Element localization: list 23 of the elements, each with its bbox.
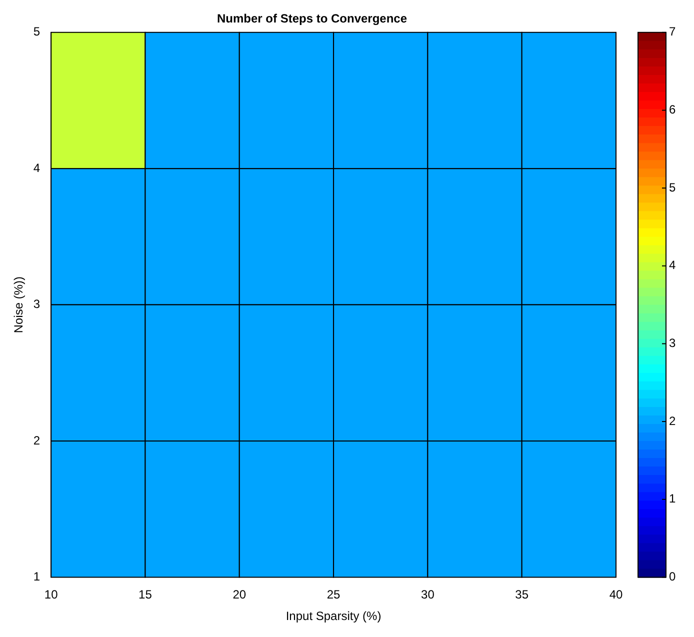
x-axis-title: Input Sparsity (%) <box>286 609 382 624</box>
y-tick-label: 3 <box>33 297 40 312</box>
x-tick-label: 35 <box>515 588 529 602</box>
y-tick-label: 4 <box>33 160 40 175</box>
color-bar-label: 1 <box>669 492 676 506</box>
y-tick-label: 2 <box>33 433 40 448</box>
x-tick-label: 15 <box>138 588 152 602</box>
x-tick-label: 40 <box>609 588 623 602</box>
color-bar-label: 5 <box>669 180 676 194</box>
y-tick-label: 1 <box>33 570 40 584</box>
color-bar-label: 3 <box>669 336 676 350</box>
color-bar-label: 6 <box>669 102 676 117</box>
chart-title: Number of Steps to Convergence <box>216 12 408 26</box>
x-tick-label: 30 <box>421 588 435 602</box>
color-bar-label: 4 <box>669 258 676 272</box>
color-bar-label: 2 <box>669 414 676 428</box>
y-tick-label: 5 <box>33 24 40 39</box>
y-axis-title: Noise (%)) <box>12 276 26 334</box>
x-tick-label: 10 <box>44 588 58 602</box>
color-bar-label: 0 <box>669 570 676 584</box>
x-tick-label: 20 <box>232 588 246 602</box>
color-bar-label: 7 <box>669 24 676 39</box>
x-tick-label: 25 <box>326 588 341 602</box>
